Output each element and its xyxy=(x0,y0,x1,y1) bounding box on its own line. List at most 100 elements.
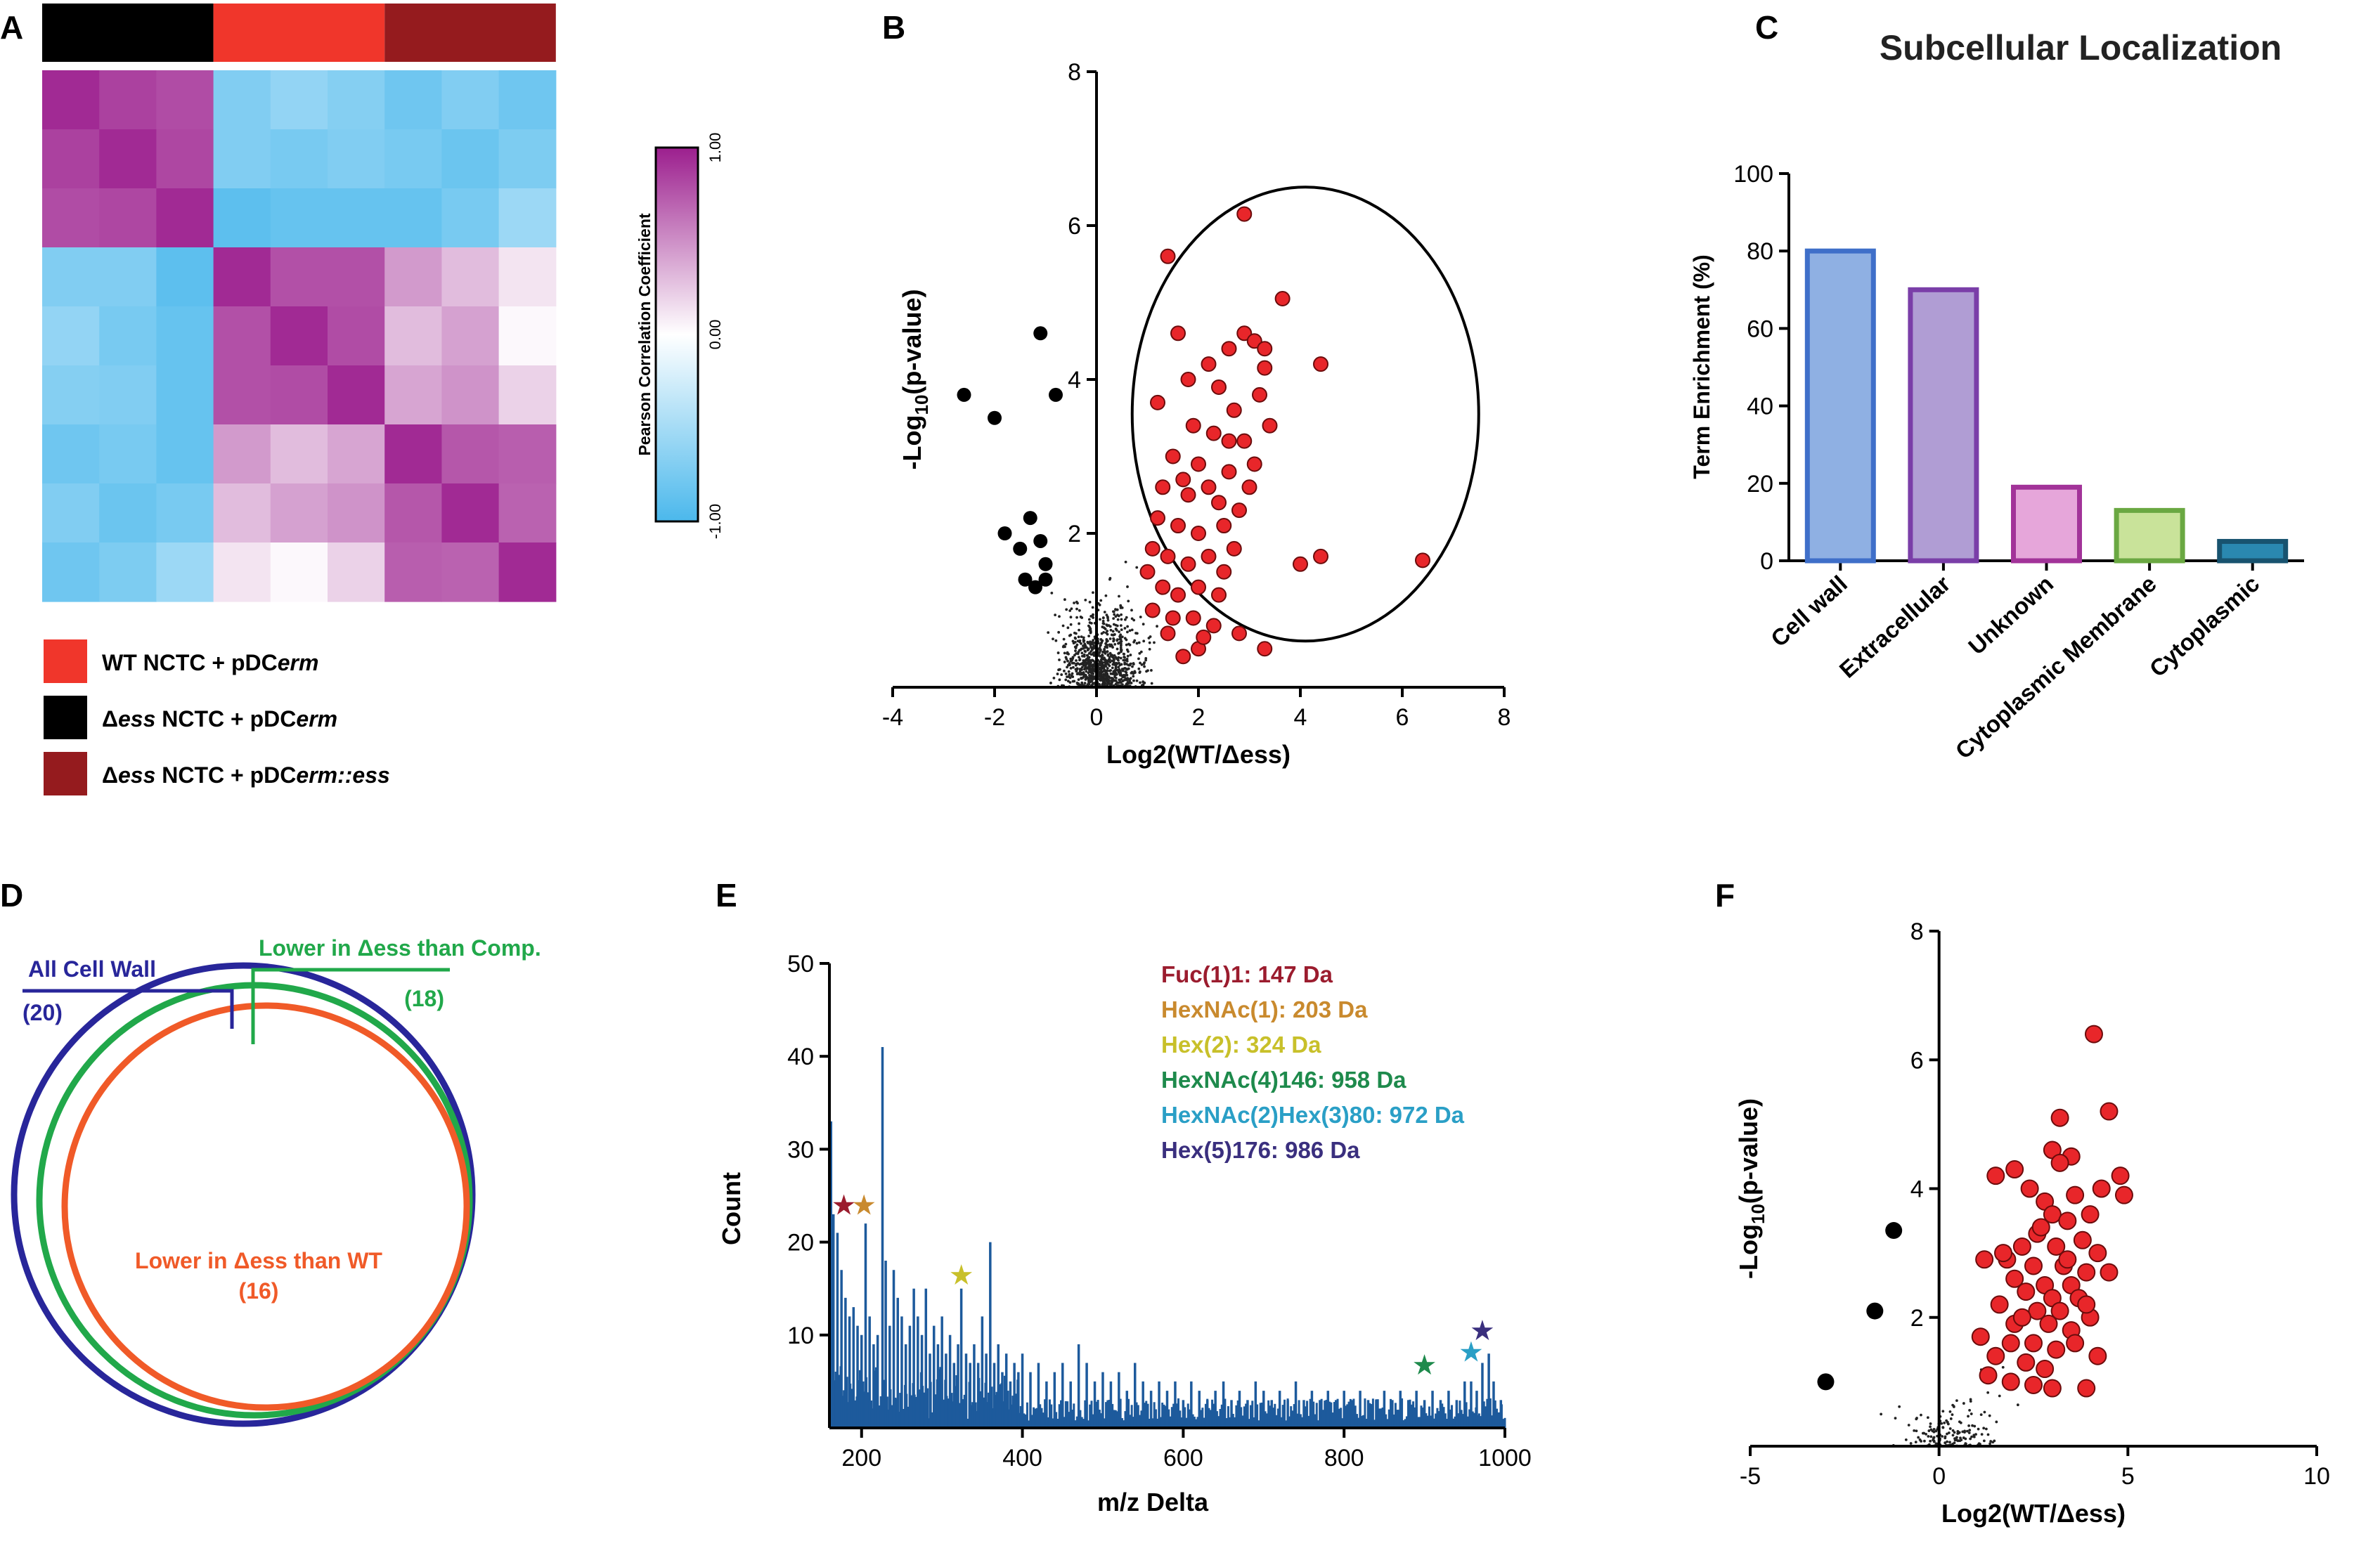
volcano-b-noise-point xyxy=(1089,615,1093,618)
volcano-b-point-down xyxy=(1013,541,1028,556)
volcano-b-noise-point xyxy=(1112,610,1115,613)
volcano-b-noise-point xyxy=(1080,635,1083,639)
volcano-b-noise-point xyxy=(1097,664,1100,668)
volcano-b-noise-point xyxy=(1105,613,1108,617)
heatmap-cell xyxy=(213,306,271,366)
volcano-b-noise-point xyxy=(1135,679,1139,682)
panel-label-b: B xyxy=(882,9,905,46)
volcano-f-point-up xyxy=(2058,1250,2077,1269)
volcano-f-noise-point xyxy=(1941,1410,1945,1413)
volcano-b-point-down xyxy=(1023,511,1037,526)
volcano-b-noise-point xyxy=(1092,639,1095,642)
venn-label-lower-than-wt: Lower in Δess than WT xyxy=(135,1248,382,1273)
volcano-b-noise-point xyxy=(1071,661,1074,665)
volcano-f-noise-point xyxy=(1974,1433,1977,1436)
volcano-b-point-down xyxy=(1033,326,1048,341)
volcano-b-noise-point xyxy=(1118,637,1122,640)
volcano-f-point-up xyxy=(2088,1346,2107,1365)
volcano-f-noise-point xyxy=(1995,1420,1998,1424)
volcano-b-noise-point xyxy=(1123,652,1126,656)
volcano-f-noise-point xyxy=(1952,1405,1955,1408)
venn-callout-blue xyxy=(22,989,234,1029)
volcano-b-noise-point xyxy=(1119,624,1123,628)
volcano-b-x-tick-label: 0 xyxy=(1090,704,1104,731)
heatmap-cell xyxy=(156,542,214,602)
volcano-b-noise-point xyxy=(1083,668,1086,671)
volcano-b-noise-point xyxy=(1125,678,1129,682)
volcano-b-point-up xyxy=(1257,641,1273,657)
volcano-b-noise-point xyxy=(1101,616,1105,619)
volcano-f-x-tick-label: 5 xyxy=(2121,1463,2135,1490)
volcano-b-noise-point xyxy=(1117,652,1120,655)
volcano-b-noise-point xyxy=(1101,654,1104,657)
volcano-b-noise-point xyxy=(1082,675,1086,677)
volcano-b-noise-point xyxy=(1102,667,1105,670)
volcano-b-noise-point xyxy=(1088,621,1092,624)
heatmap-cell xyxy=(384,306,442,366)
volcano-f-noise-point xyxy=(1956,1432,1960,1435)
volcano-b-noise-point xyxy=(1104,652,1107,655)
volcano-b-point-down xyxy=(988,410,1002,425)
volcano-f-point-up xyxy=(2111,1167,2130,1185)
volcano-f-noise-point xyxy=(1983,1410,1986,1414)
heatmap-cell xyxy=(498,188,557,248)
volcano-f-noise-point xyxy=(1951,1443,1954,1445)
volcano-b-noise-point xyxy=(1089,669,1093,672)
volcano-f-noise-point xyxy=(1955,1399,1958,1403)
volcano-f-point-up xyxy=(2050,1153,2069,1172)
heatmap-cell xyxy=(384,365,442,425)
volcano-b-point-up xyxy=(1175,649,1191,665)
volcano-b-noise-point xyxy=(1062,637,1066,641)
volcano-b-point-up xyxy=(1211,379,1227,395)
volcano-b-noise-point xyxy=(1119,672,1123,675)
volcano-f-noise-point xyxy=(1947,1431,1951,1434)
volcano-b-noise-point xyxy=(1113,669,1117,672)
hist-e-legend-entry: HexNAc(1): 203 Da xyxy=(1161,996,1368,1022)
volcano-f-y-label-part: (p-value) xyxy=(1734,1098,1763,1204)
volcano-b-noise-point xyxy=(1104,594,1108,597)
volcano-b-noise-point xyxy=(1118,668,1121,671)
heatmap-cell xyxy=(270,424,328,484)
volcano-b-noise-point xyxy=(1135,642,1139,645)
volcano-b-noise-point xyxy=(1118,661,1120,665)
volcano-b-noise-point xyxy=(1078,670,1082,673)
heatmap-cell xyxy=(42,129,100,189)
volcano-b-noise-point xyxy=(1063,651,1066,655)
volcano-b-noise-point xyxy=(1099,648,1102,651)
volcano-b-noise-point xyxy=(1148,648,1151,651)
heatmap-group-bar xyxy=(42,4,556,62)
volcano-b-noise xyxy=(1047,560,1158,689)
volcano-b-y-label-subscript: 10 xyxy=(911,395,932,415)
bar-c-bars xyxy=(1804,248,2289,564)
volcano-f-noise-point xyxy=(1965,1429,1969,1433)
volcano-b-noise-point xyxy=(1069,633,1073,637)
volcano-b-noise-point xyxy=(1126,668,1129,671)
volcano-b-noise-point xyxy=(1106,650,1109,654)
legend-label-part: Δ xyxy=(102,762,118,788)
volcano-f-point-up xyxy=(2024,1334,2043,1353)
volcano-b-noise-point xyxy=(1085,658,1088,661)
volcano-f-noise-point xyxy=(1880,1412,1883,1416)
volcano-b-noise-point xyxy=(1102,675,1106,677)
volcano-b-noise-point xyxy=(1080,651,1084,655)
volcano-f-noise-point xyxy=(1951,1429,1955,1432)
volcano-b-noise-point xyxy=(1111,672,1114,675)
volcano-b-point-up xyxy=(1211,587,1227,603)
volcano-b-noise-point xyxy=(1054,639,1058,642)
volcano-b-noise-point xyxy=(1120,639,1123,643)
volcano-f-noise-point xyxy=(1984,1427,1988,1431)
volcano-b-noise-point xyxy=(1099,672,1102,676)
volcano-b-point-up xyxy=(1257,360,1273,376)
volcano-b-noise-point xyxy=(1092,653,1096,656)
heatmap-cell xyxy=(213,424,271,484)
volcano-b-noise-point xyxy=(1078,658,1082,661)
volcano-f-noise-point xyxy=(1962,1402,1965,1405)
volcano-b-point-up xyxy=(1170,325,1186,342)
volcano-f-y-label-subscript: 10 xyxy=(1747,1204,1768,1224)
volcano-f-point-up xyxy=(2005,1269,2024,1288)
volcano-f-noise-point xyxy=(1929,1435,1933,1438)
volcano-f-noise-point xyxy=(1967,1431,1971,1434)
volcano-b-noise-point xyxy=(1110,680,1113,682)
heatmap-cell xyxy=(384,542,442,602)
volcano-b-noise-point xyxy=(1128,629,1132,632)
